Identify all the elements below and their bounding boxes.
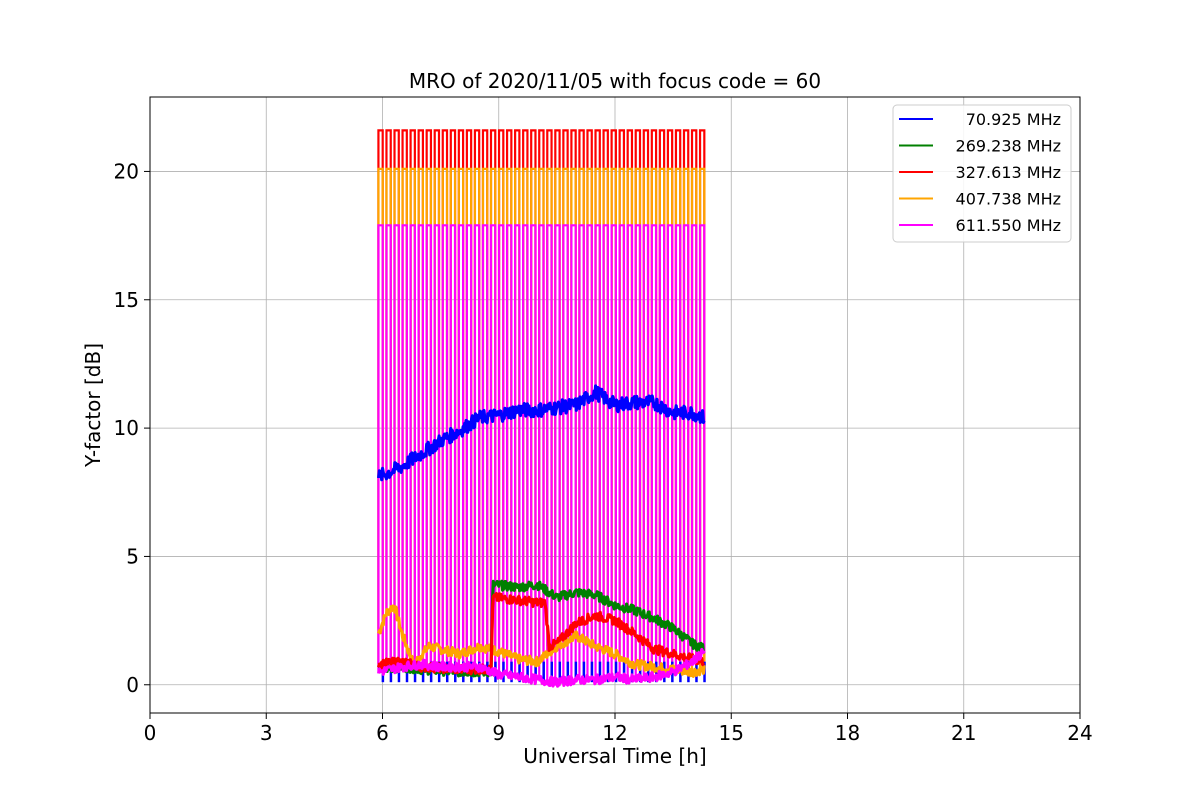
legend-label: 269.238 MHz (956, 137, 1061, 156)
pulse-611550 (546, 224, 553, 682)
pulse-611550 (562, 224, 569, 682)
pulse-611550 (514, 224, 521, 677)
legend: 70.925 MHz 269.238 MHz 327.613 MHz 407.738 … (892, 104, 1072, 243)
x-tick-label: 15 (719, 721, 744, 745)
pulse-611550 (690, 224, 698, 661)
pulse-611550 (698, 224, 706, 654)
pulse-611550 (658, 224, 666, 675)
pulse-611550 (449, 224, 457, 667)
pulse-611550 (530, 224, 537, 680)
pulse-611550 (626, 224, 634, 680)
x-axis-label: Universal Time [h] (523, 744, 706, 768)
pulse-611550 (682, 224, 690, 666)
pulse-611550 (586, 224, 593, 680)
legend-label: 611.550 MHz (956, 216, 1061, 235)
pulse-611550 (634, 224, 642, 680)
pulse-611550 (481, 224, 489, 670)
pulse-611550 (578, 224, 585, 680)
x-tick-label: 18 (835, 721, 860, 745)
pulse-611550 (393, 224, 400, 668)
y-axis: 0 5 10 15 20 (114, 159, 150, 697)
pulse-611550 (554, 224, 561, 683)
pulse-611550 (610, 224, 617, 678)
pulse-611550 (642, 224, 650, 679)
pulse-611550 (401, 224, 408, 667)
y-tick-label: 0 (126, 673, 139, 697)
pulse-611550 (497, 224, 505, 675)
plot-area (149, 96, 1081, 714)
pulse-611550 (522, 224, 529, 679)
y-tick-label: 5 (126, 544, 139, 568)
y-tick-label: 10 (114, 416, 139, 440)
legend-label: 327.613 MHz (956, 163, 1061, 182)
y-axis-label: Y-factor [dB] (81, 343, 105, 468)
pulse-611550 (594, 224, 601, 680)
series-lines (377, 384, 706, 688)
x-tick-label: 0 (144, 721, 157, 745)
pulse-611550 (417, 224, 424, 665)
x-tick-label: 9 (492, 721, 505, 745)
pulse-611550 (602, 224, 609, 679)
pulse-611550 (618, 224, 626, 678)
pulse-611550 (538, 224, 545, 681)
legend-label: 70.925 MHz (966, 110, 1061, 129)
chart-title: MRO of 2020/11/05 with focus code = 60 (409, 69, 821, 93)
pulse-611550 (650, 224, 658, 678)
x-tick-label: 6 (376, 721, 389, 745)
pulse-611550 (385, 224, 392, 670)
pulse-611550 (674, 224, 682, 670)
pulse-611550 (666, 224, 674, 673)
pulse-611550 (489, 224, 497, 673)
pulse-611550 (457, 224, 465, 667)
pulse-611550 (377, 224, 384, 672)
x-axis: 0 3 6 9 12 15 18 21 24 (144, 713, 1093, 745)
series-line-70925 (377, 384, 706, 482)
x-tick-label: 12 (602, 721, 627, 745)
series-line-407738 (377, 604, 706, 678)
pulse-611550 (505, 224, 513, 676)
pulse-611550 (409, 224, 416, 666)
pulse-611550 (473, 224, 481, 667)
y-tick-label: 20 (114, 159, 139, 183)
pulse-611550 (570, 224, 577, 680)
x-tick-label: 21 (951, 721, 976, 745)
series-line-611550 (377, 647, 706, 688)
x-tick-label: 3 (260, 721, 273, 745)
y-tick-label: 15 (114, 288, 139, 312)
legend-label: 407.738 MHz (956, 190, 1061, 209)
pulse-611550 (465, 224, 473, 667)
x-tick-label: 24 (1067, 721, 1092, 745)
legend-box (892, 104, 1072, 243)
